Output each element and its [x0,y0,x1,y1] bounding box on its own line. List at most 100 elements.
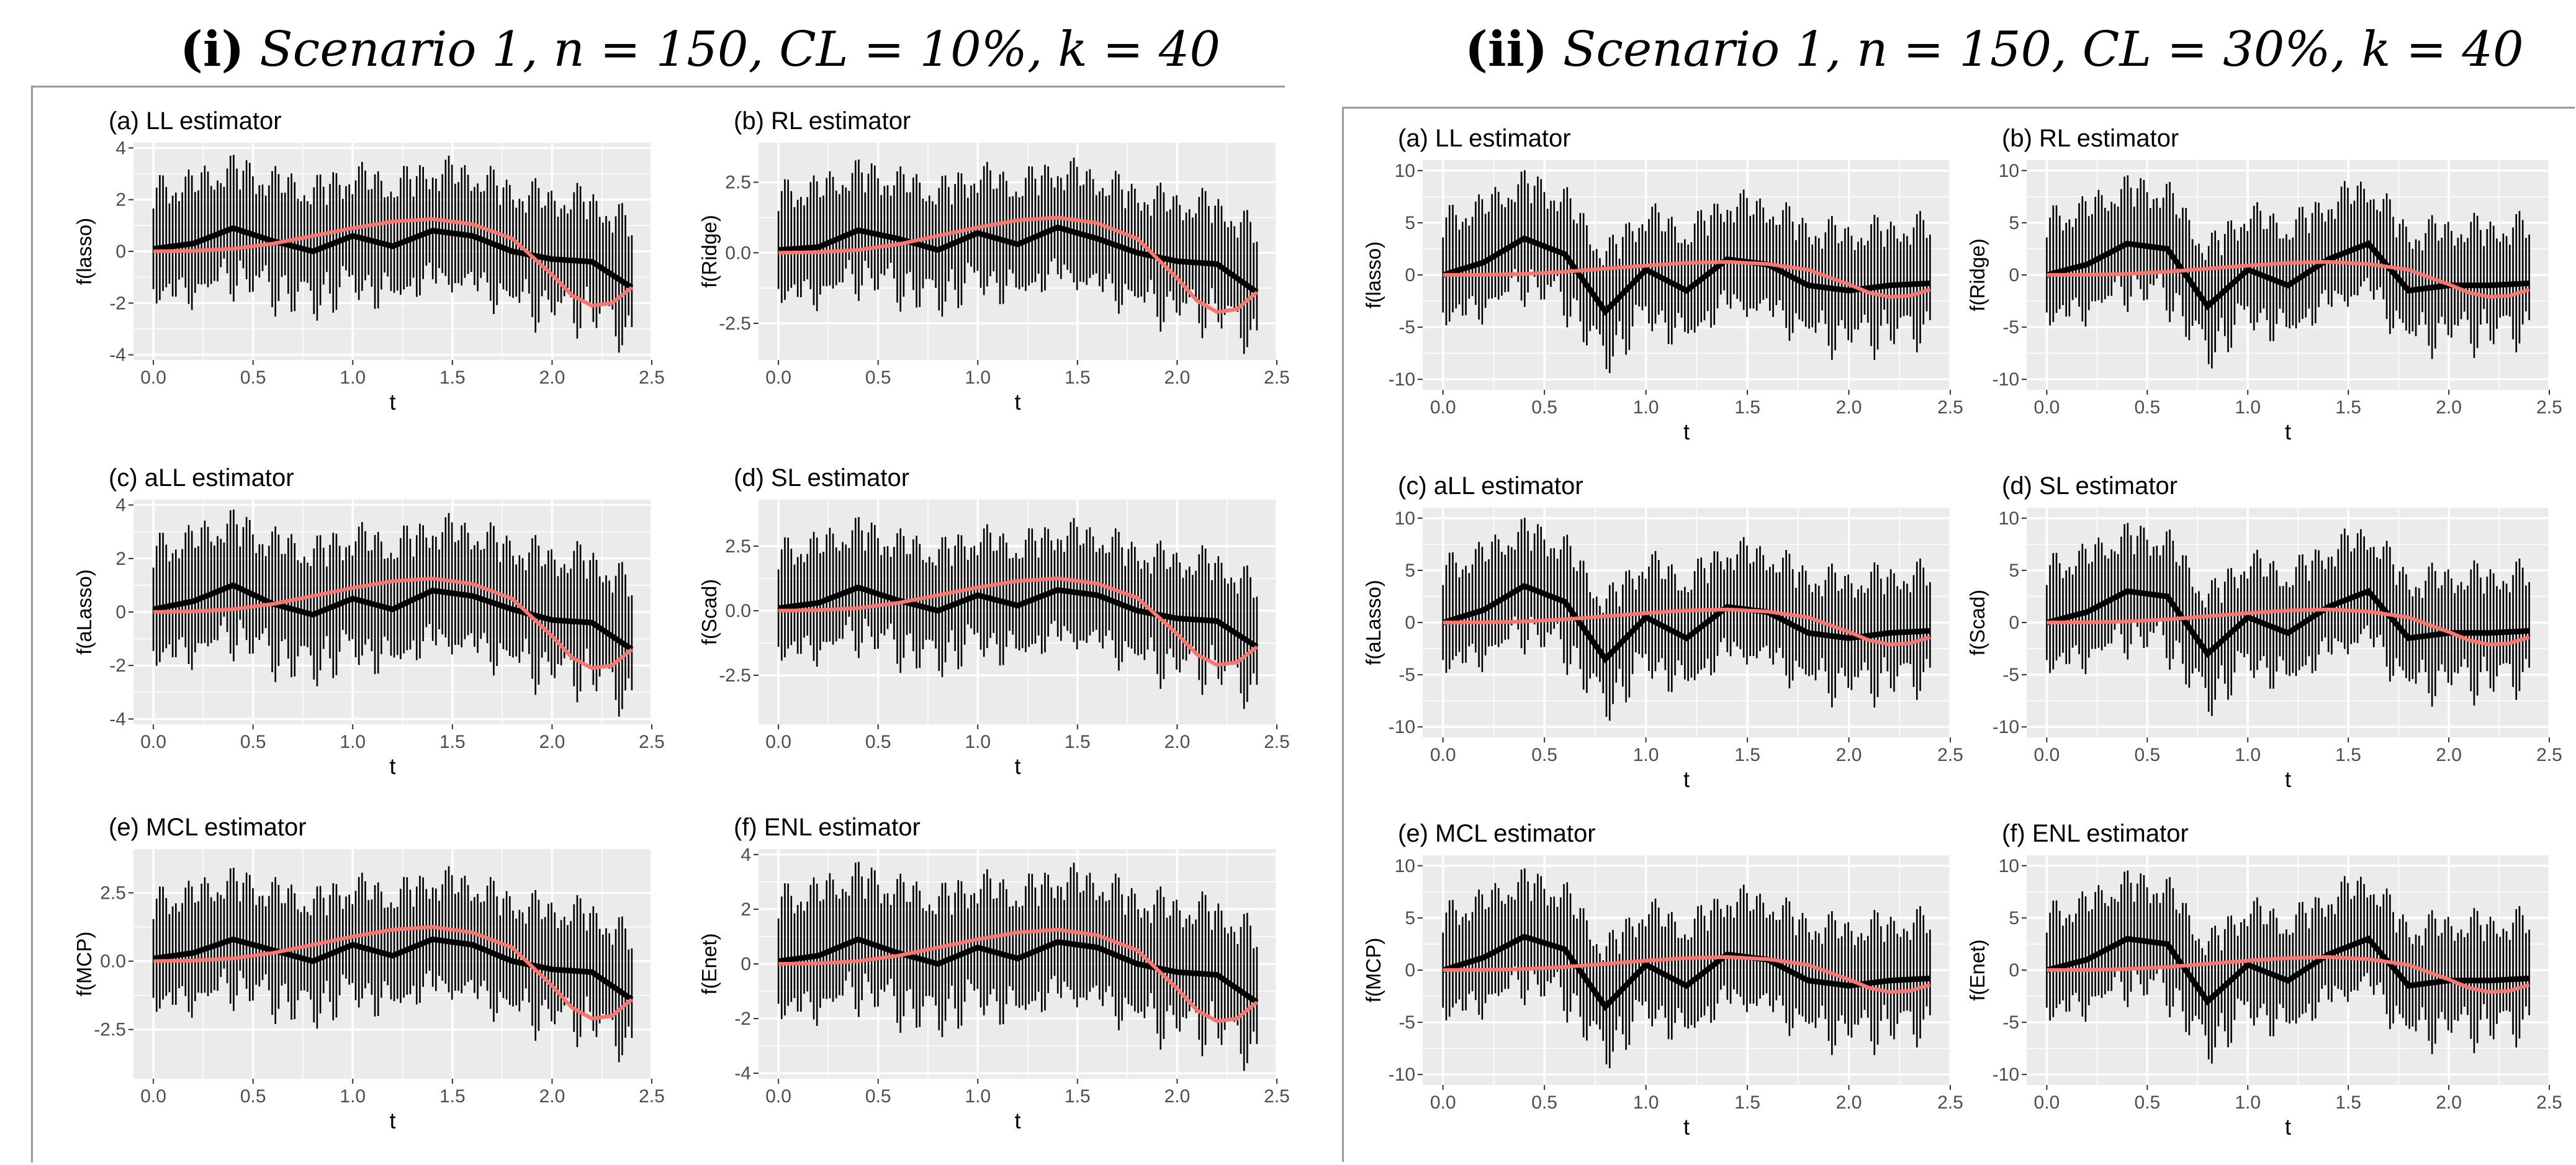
x-tick-label: 1.5 [2335,745,2361,765]
x-axis-label: t [2285,419,2291,444]
chart-panel: 0.0 0.5 1.0 1.5 2.0 2.5 -4 -2 0 2 4 (a) LL estimato… [73,107,665,415]
true-function-line [1443,607,1931,647]
x-tick-label: 2.0 [2436,745,2462,765]
x-tick-label: 1.0 [1633,397,1659,418]
y-tick-label: 5 [2009,560,2019,581]
chart-panel: 0.0 0.5 1.0 1.5 2.0 2.5 -2.5 0.0 2.5 (e) MCL esti… [73,814,665,1133]
x-axis-label: t [1683,419,1690,444]
x-tick-label: 1.0 [2235,397,2261,418]
x-tick-label: 2.0 [1836,745,1862,765]
x-tick-label: 1.5 [2335,397,2361,418]
y-tick-label: -10 [1993,717,2019,737]
estimate-line [1442,583,1930,663]
y-tick-label: -2 [734,1009,751,1029]
x-tick-label: 2.0 [1836,1092,1862,1113]
x-axis-label: t [2285,767,2291,792]
x-tick-label: 0.0 [1430,397,1456,418]
true-function-line [778,576,1258,667]
y-tick-label: -5 [2002,1012,2019,1033]
x-tick-label: 2.5 [1937,745,1963,765]
panel-title: (d) SL estimator [2002,472,2177,500]
estimate-line [778,584,1259,649]
x-tick-label: 2.0 [2436,1092,2462,1113]
y-tick-label: 2 [741,899,751,920]
y-axis-label: f(MCP) [73,932,96,996]
y-axis-label: f(aLasso) [73,569,96,655]
panel-title: (d) SL estimator [734,464,909,492]
x-tick-label: 0.5 [240,1086,266,1107]
estimate-line [778,936,1259,1005]
x-tick-label: 2.5 [1264,1086,1290,1107]
x-tick-label: 1.0 [1633,1092,1659,1113]
x-tick-label: 1.5 [1065,1086,1091,1107]
x-axis-label: t [389,389,395,415]
true-function-line [2047,607,2530,647]
x-tick-label: 2.0 [539,367,565,388]
group-title-ii: (ii) Scenario 1, n = 150, CL = 30%, k = … [1465,21,2524,78]
panel-title: (a) LL estimator [1398,125,1571,152]
chart-panel: 0.0 0.5 1.0 1.5 2.0 2.5 -10 -5 0 5 10 (e) MCL estim… [1362,820,1963,1140]
y-tick-label: -4 [734,1063,751,1084]
y-tick-label: -5 [1398,665,1415,685]
x-axis-label: t [389,1108,395,1133]
x-tick-label: 0.0 [140,367,166,388]
y-tick-label: -5 [1398,317,1415,338]
y-tick-label: -4 [109,709,126,729]
y-tick-label: -10 [1389,1064,1415,1085]
panel-title: (c) aLL estimator [1398,472,1583,500]
x-tick-label: 2.0 [1164,367,1191,388]
y-tick-label: 0 [2009,960,2019,981]
x-tick-label: 1.0 [340,732,366,752]
x-tick-label: 2.5 [1264,732,1290,752]
x-tick-label: 1.5 [1065,732,1091,752]
x-tick-label: 1.5 [1734,745,1760,765]
x-tick-label: 1.5 [439,732,466,752]
y-tick-label: 5 [2009,213,2019,233]
y-tick-label: 0.0 [725,601,751,621]
x-tick-label: 1.5 [1065,367,1091,388]
y-tick-label: 0 [1405,960,1415,981]
y-axis-label: f(Enet) [1966,939,1989,1001]
x-tick-label: 0.0 [2034,1092,2060,1113]
y-tick-label: -2.5 [719,665,751,686]
chart-panel: 0.0 0.5 1.0 1.5 2.0 2.5 -4 -2 0 2 4 (c) aLL estimat… [73,464,665,779]
y-tick-label: 2 [115,190,126,210]
y-tick-label: -5 [1398,1012,1415,1033]
y-axis-label: f(Ridge) [1966,238,1989,311]
x-tick-label: 0.0 [2034,745,2060,765]
y-tick-label: 4 [741,845,751,865]
x-tick-label: 2.0 [1164,732,1191,752]
x-tick-label: 1.0 [965,732,991,752]
x-tick-label: 1.5 [1734,1092,1760,1113]
y-tick-label: -5 [2002,317,2019,338]
group-frame-i [31,86,1285,1163]
x-tick-label: 0.5 [1531,397,1557,418]
y-tick-label: 0.0 [725,243,751,263]
y-tick-label: 0 [741,954,751,974]
plot-area [133,849,652,1079]
true-function-line [153,925,633,1021]
x-tick-label: 2.0 [539,732,565,752]
x-axis-label: t [389,753,395,779]
x-tick-label: 1.0 [965,1086,991,1107]
chart-panel: 0.0 0.5 1.0 1.5 2.0 2.5 -10 -5 0 5 10 (c) aLL estim… [1362,472,1963,792]
x-tick-label: 2.5 [2536,745,2562,765]
y-tick-label: -4 [109,345,126,366]
x-tick-label: 1.0 [1633,745,1659,765]
x-tick-label: 0.0 [2034,397,2060,418]
x-axis-label: t [1014,1108,1020,1133]
x-tick-label: 0.5 [2134,397,2160,418]
x-tick-label: 2.5 [1937,1092,1963,1113]
panel-title: (c) aLL estimator [109,464,294,492]
y-axis-label: f(lasso) [1362,241,1385,308]
x-tick-label: 0.0 [140,732,166,752]
chart-panel: 0.0 0.5 1.0 1.5 2.0 2.5 -10 -5 0 5 10 (f) ENL estim… [1966,820,2562,1140]
x-tick-label: 0.5 [865,1086,891,1107]
x-tick-label: 2.5 [2536,397,2562,418]
panel-title: (e) MCL estimator [109,814,307,841]
x-tick-label: 1.0 [2235,1092,2261,1113]
panel-title: (f) ENL estimator [2002,820,2189,847]
chart-panel: 0.0 0.5 1.0 1.5 2.0 2.5 -2.5 0.0 2.5 (d) SL estim… [698,464,1290,779]
x-tick-label: 2.0 [2436,397,2462,418]
x-tick-label: 1.5 [1734,397,1760,418]
